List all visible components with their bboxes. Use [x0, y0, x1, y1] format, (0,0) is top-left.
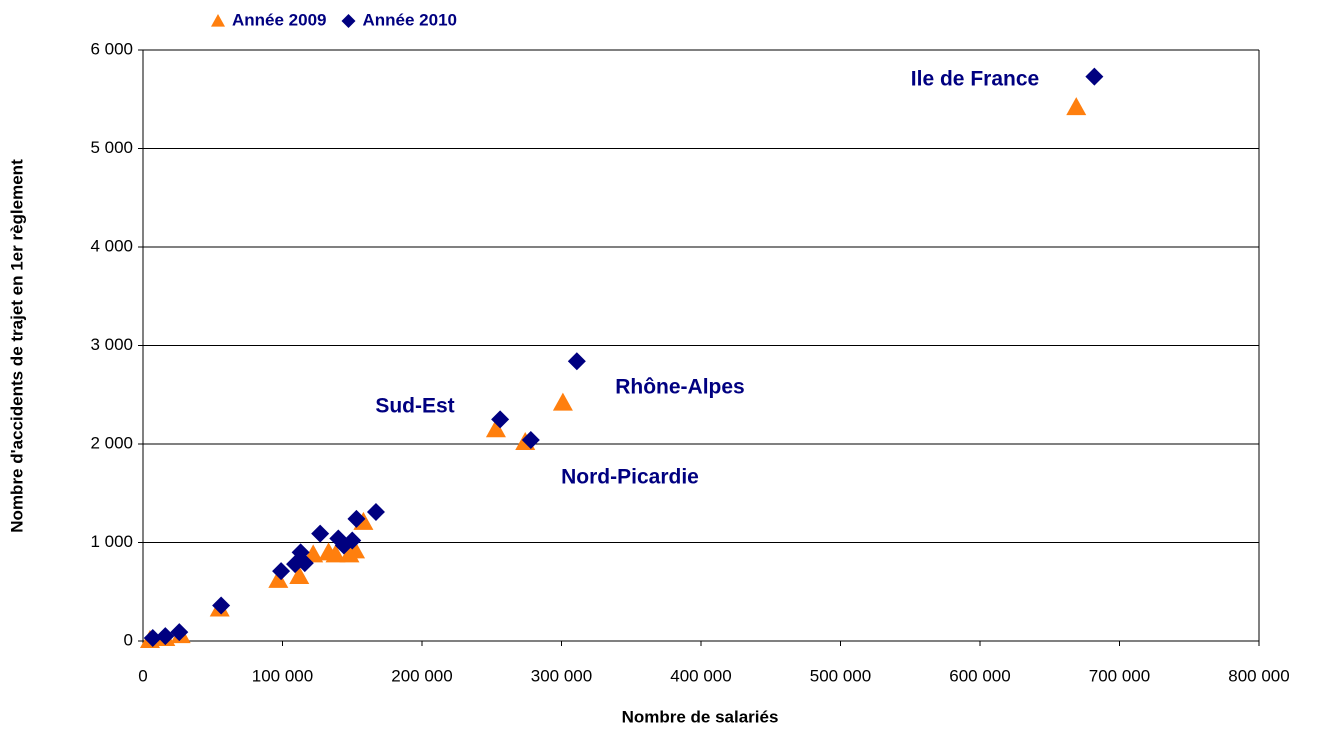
point: [170, 623, 189, 642]
legend-label: Année 2009: [232, 10, 327, 29]
y-axis-label: Nombre d'accidents de trajet en 1er règl…: [7, 159, 26, 533]
point: [325, 544, 346, 563]
y-tick-label: 3 000: [90, 335, 133, 354]
point: [1066, 97, 1087, 116]
legend-marker: [341, 14, 356, 28]
legend-label: Année 2010: [363, 10, 458, 29]
point: [289, 565, 310, 584]
y-tick-label: 0: [124, 630, 133, 649]
x-tick-label: 800 000: [1228, 666, 1289, 685]
legend-marker: [211, 14, 225, 27]
x-tick-label: 200 000: [391, 666, 452, 685]
point: [552, 392, 573, 411]
point: [366, 502, 385, 521]
x-tick-label: 600 000: [949, 666, 1010, 685]
annotation: Sud-Est: [375, 395, 454, 418]
point: [295, 554, 314, 573]
x-tick-label: 500 000: [810, 666, 871, 685]
point: [345, 540, 366, 559]
point: [156, 627, 175, 646]
y-tick-label: 2 000: [90, 433, 133, 452]
point: [311, 524, 330, 543]
x-tick-label: 700 000: [1089, 666, 1150, 685]
annotation: Nord-Picardie: [561, 466, 699, 489]
point: [272, 562, 291, 581]
y-tick-label: 1 000: [90, 532, 133, 551]
annotation: Ile de France: [911, 68, 1039, 91]
point: [212, 596, 231, 615]
x-tick-label: 100 000: [252, 666, 313, 685]
point: [268, 569, 289, 588]
x-axis-label: Nombre de salariés: [622, 707, 779, 726]
annotation: Rhône-Alpes: [615, 376, 745, 399]
y-tick-label: 5 000: [90, 138, 133, 157]
x-tick-label: 0: [138, 666, 147, 685]
point: [343, 531, 362, 550]
point: [521, 431, 540, 450]
point: [491, 410, 510, 429]
point: [485, 419, 506, 438]
x-tick-label: 300 000: [531, 666, 592, 685]
x-tick-label: 400 000: [670, 666, 731, 685]
point: [567, 352, 586, 371]
point: [143, 629, 162, 648]
y-tick-label: 4 000: [90, 236, 133, 255]
point: [347, 509, 366, 528]
point: [1085, 67, 1104, 86]
y-tick-label: 6 000: [90, 39, 133, 58]
